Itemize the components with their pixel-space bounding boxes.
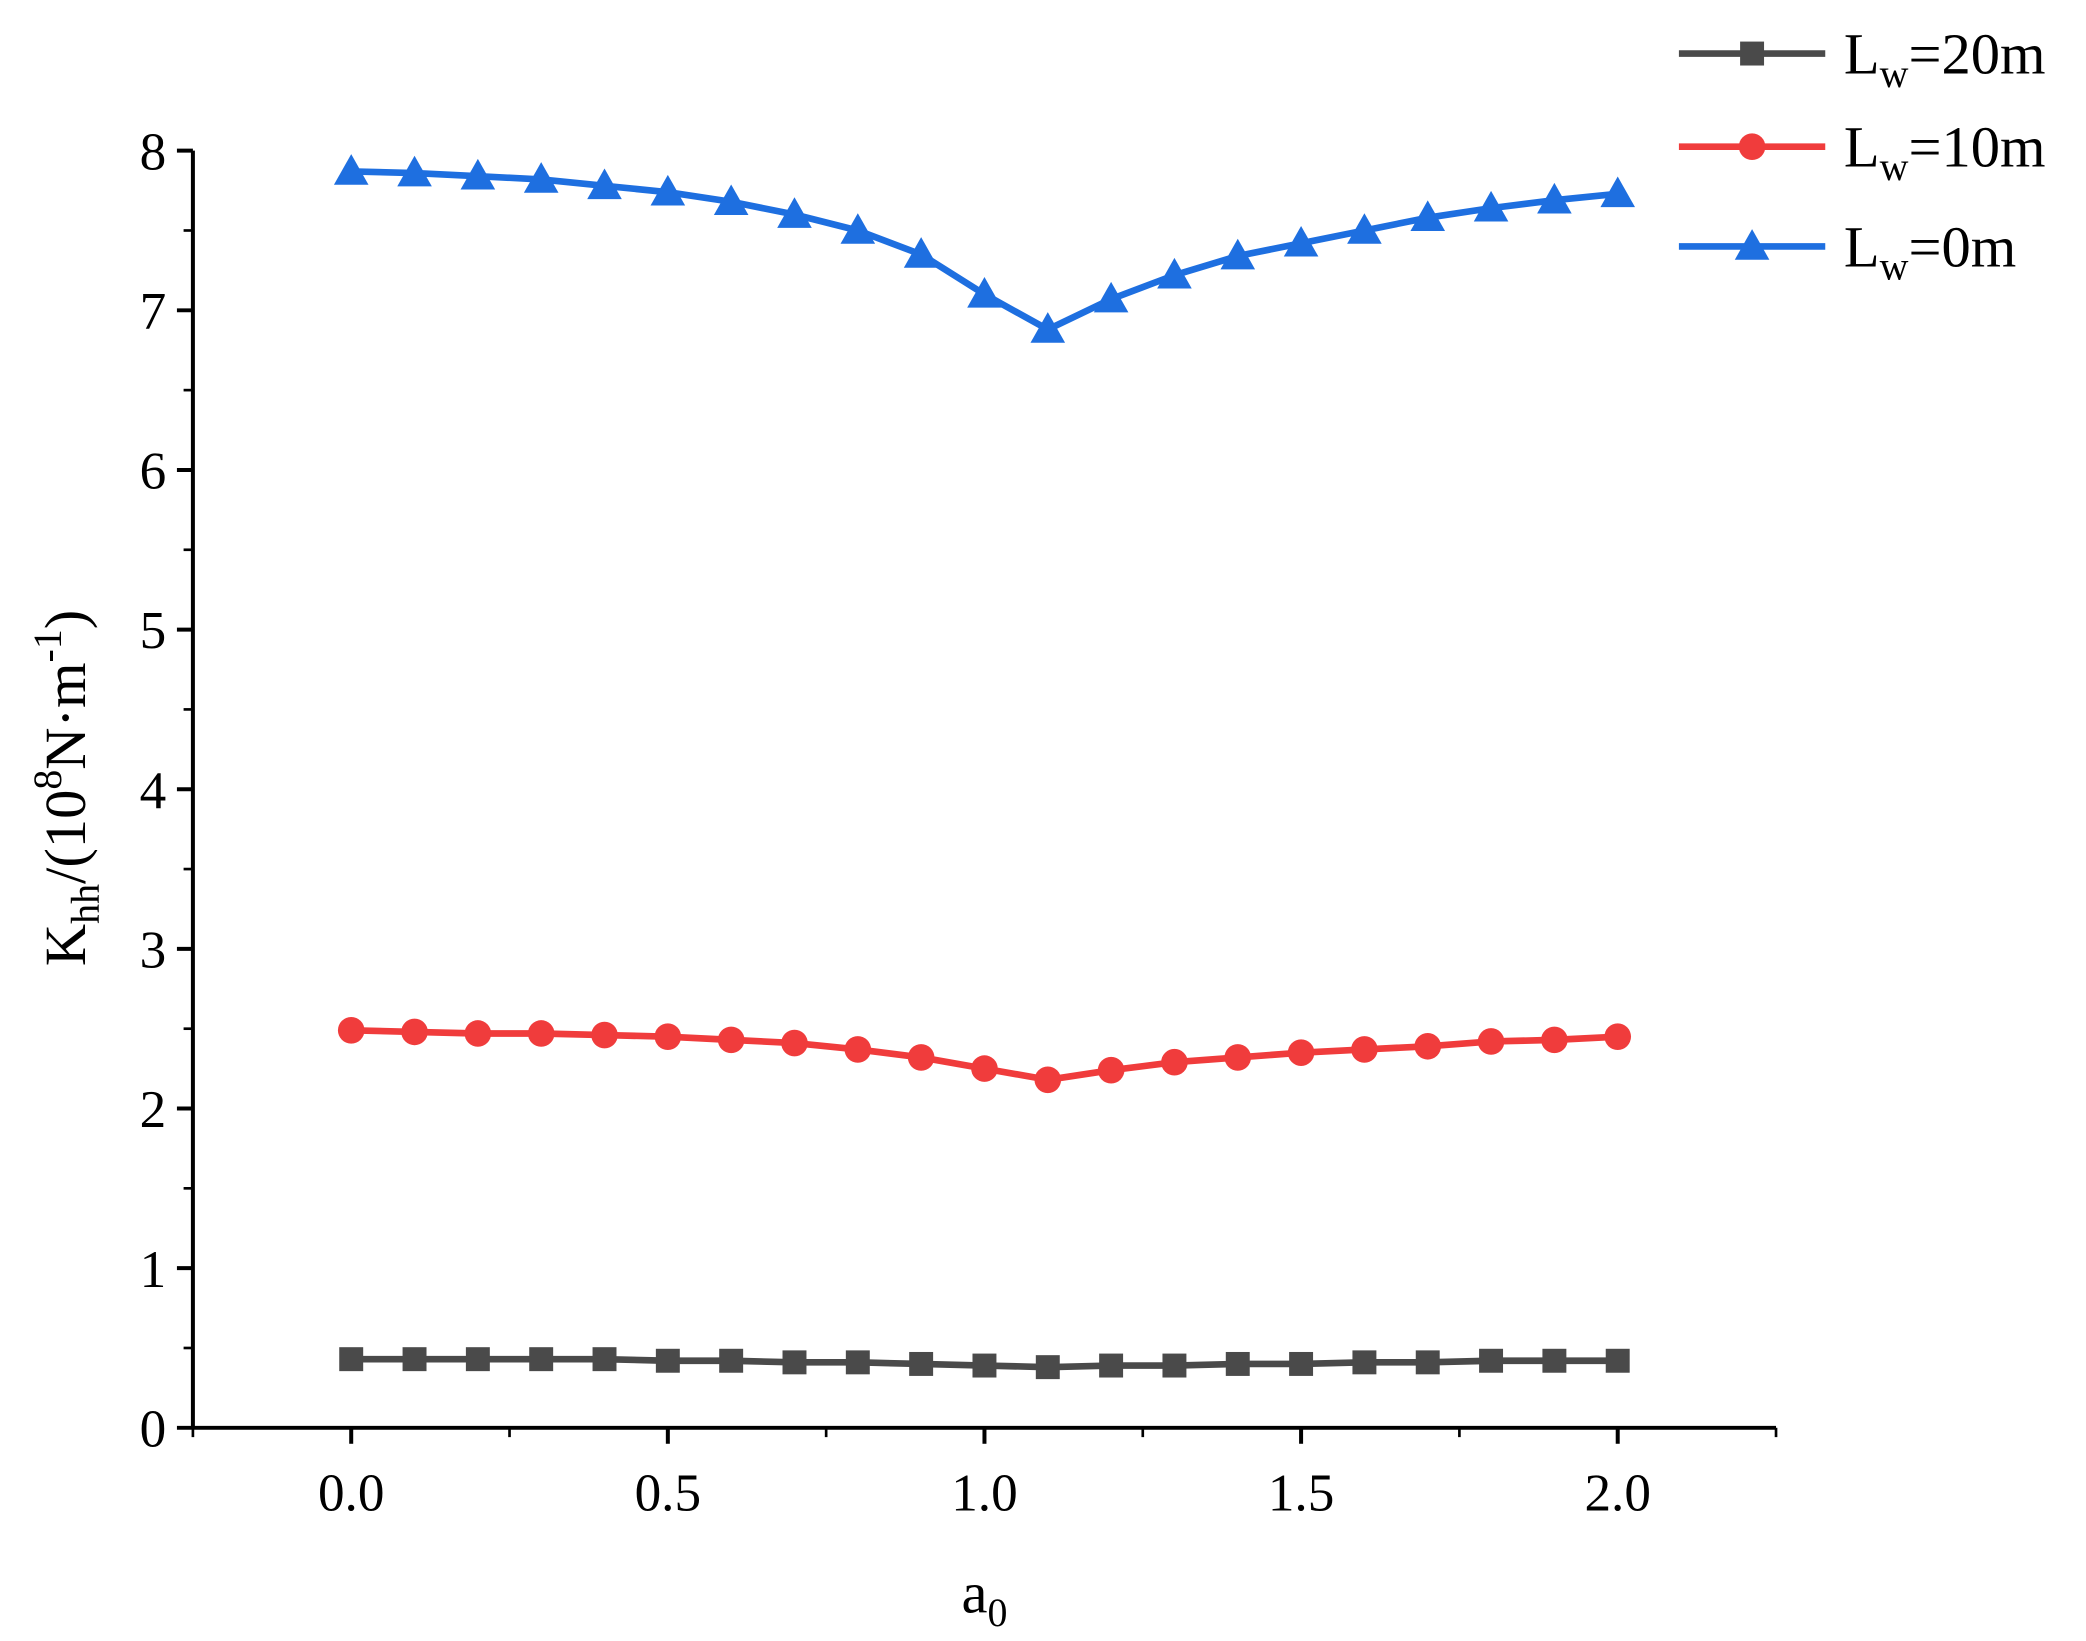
circle-marker	[1604, 1023, 1632, 1050]
y-tick-label: 8	[140, 122, 167, 181]
triangle-marker	[1600, 176, 1636, 208]
circle-marker	[337, 1016, 365, 1044]
y-tick-label: 2	[140, 1080, 167, 1139]
square-marker	[1225, 1351, 1250, 1376]
square-marker	[339, 1347, 364, 1372]
square-marker	[1415, 1350, 1440, 1375]
triangle-marker	[1734, 229, 1770, 260]
triangle-marker	[967, 277, 1002, 308]
y-tick-label: 6	[140, 442, 167, 501]
square-marker	[1740, 41, 1765, 66]
square-marker	[1605, 1348, 1630, 1373]
triangle-marker	[1410, 200, 1446, 232]
circle-marker	[844, 1036, 872, 1063]
legend: Lw=20m Lw=10m Lw=0m	[1678, 22, 2046, 289]
triangle-marker	[1283, 225, 1319, 257]
triangle-marker	[903, 237, 939, 268]
circle-marker	[591, 1021, 618, 1049]
circle-marker	[1034, 1066, 1062, 1094]
legend-label: Lw=0m	[1844, 214, 2016, 288]
y-tick-label: 3	[140, 921, 167, 980]
square-marker	[465, 1347, 490, 1372]
square-marker	[845, 1350, 870, 1375]
triangle-marker	[650, 174, 686, 206]
triangle-marker	[333, 154, 369, 185]
square-marker	[782, 1350, 807, 1375]
square-marker	[1035, 1355, 1060, 1380]
x-tick-label: 1.5	[1268, 1463, 1335, 1522]
circle-marker	[654, 1023, 682, 1050]
square-marker	[909, 1351, 934, 1376]
circle-marker	[1477, 1028, 1505, 1055]
square-marker	[1099, 1353, 1124, 1378]
triangle-marker	[1347, 213, 1382, 244]
circle-marker	[1351, 1036, 1378, 1063]
triangle-marker	[840, 213, 876, 244]
x-tick-label: 0.5	[635, 1463, 702, 1522]
circle-marker	[1541, 1026, 1568, 1054]
triangle-marker	[1093, 281, 1129, 313]
x-tick-label: 1.0	[951, 1463, 1018, 1522]
triangle-marker	[397, 155, 432, 187]
x-axis-label: a0	[961, 1561, 1007, 1635]
triangle-marker	[1030, 312, 1066, 343]
x-tick-label: 2.0	[1584, 1463, 1651, 1522]
triangle-marker	[1157, 257, 1192, 289]
legend-item: Lw=20m	[1678, 22, 2046, 96]
triangle-marker	[1220, 238, 1256, 270]
square-marker	[655, 1348, 680, 1373]
y-axis-label: Khh/(108N·m-1)	[25, 610, 107, 966]
circle-marker	[464, 1020, 492, 1047]
y-tick-label: 7	[140, 282, 167, 341]
legend-item: Lw=10m	[1678, 115, 2046, 189]
square-marker	[1479, 1348, 1504, 1373]
triangle-marker	[587, 168, 622, 200]
square-marker	[529, 1347, 554, 1372]
circle-marker	[717, 1026, 745, 1054]
series-lw-20m	[339, 1347, 1630, 1380]
circle-marker	[1161, 1048, 1188, 1076]
circle-marker	[1287, 1039, 1315, 1066]
triangle-marker	[523, 162, 559, 193]
square-marker	[1352, 1350, 1377, 1375]
y-tick-label: 5	[140, 601, 167, 660]
legend-label: Lw=10m	[1844, 115, 2046, 189]
legend-item: Lw=0m	[1678, 214, 2016, 289]
circle-marker	[907, 1044, 935, 1071]
circle-marker	[971, 1055, 998, 1082]
circle-marker	[401, 1018, 428, 1046]
square-marker	[402, 1347, 427, 1372]
square-marker	[1289, 1351, 1314, 1376]
legend-label: Lw=20m	[1844, 22, 2046, 96]
circle-marker	[1738, 133, 1766, 160]
circle-marker	[1224, 1044, 1252, 1071]
square-marker	[972, 1353, 997, 1378]
y-tick-label: 4	[140, 761, 167, 820]
circle-marker	[527, 1020, 555, 1047]
square-marker	[1162, 1353, 1187, 1378]
x-tick-label: 0.0	[318, 1463, 385, 1522]
triangle-marker	[777, 197, 812, 228]
square-marker	[592, 1347, 617, 1372]
y-tick-label: 0	[140, 1399, 167, 1458]
series-lw-0m	[333, 154, 1636, 343]
triangle-marker	[1473, 190, 1509, 222]
triangle-marker	[1537, 182, 1572, 214]
circle-marker	[1097, 1056, 1125, 1084]
square-marker	[719, 1348, 744, 1373]
square-marker	[1542, 1348, 1567, 1373]
triangle-marker	[713, 184, 749, 216]
series-group	[333, 154, 1636, 1380]
y-tick-label: 1	[140, 1240, 167, 1299]
circle-marker	[781, 1029, 808, 1057]
circle-marker	[1414, 1032, 1442, 1060]
triangle-marker	[460, 158, 496, 190]
axes: 0 1 2 3 4 5 6 7 8 0.0 0.5 1.0 1.5 2.0	[140, 122, 1778, 1522]
series-lw-10m	[337, 1016, 1632, 1094]
